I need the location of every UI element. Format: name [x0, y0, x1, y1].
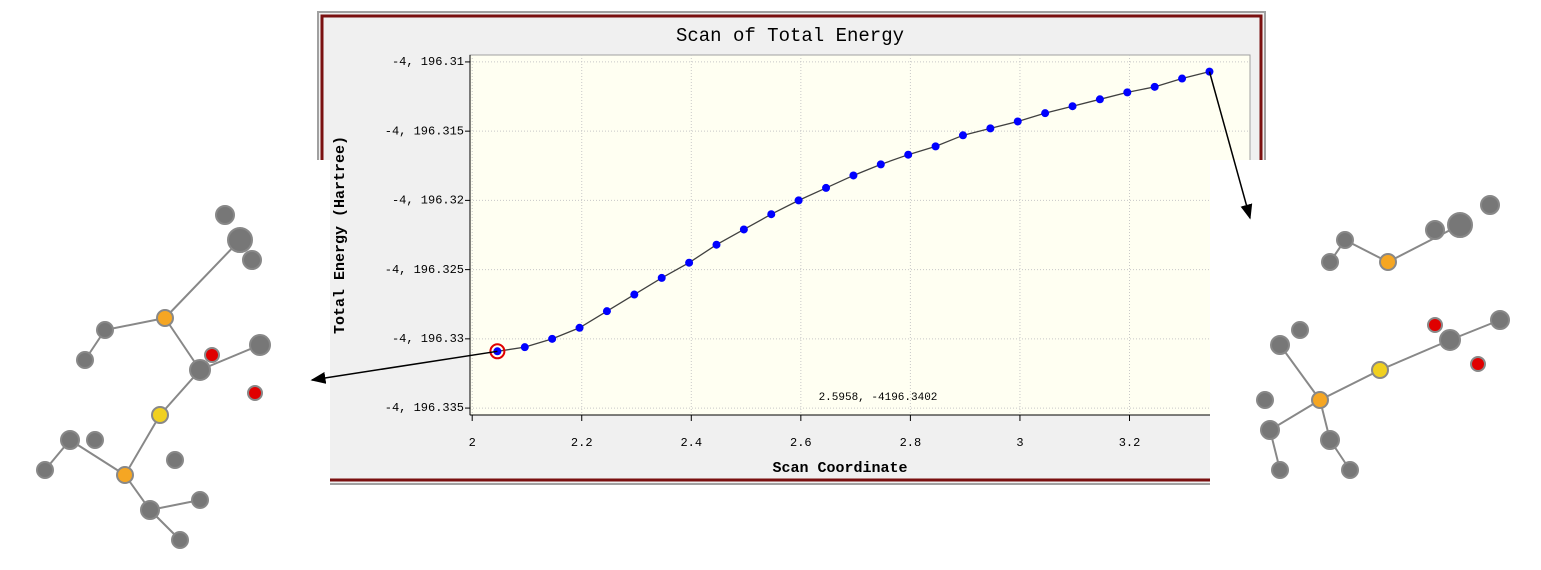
data-point — [877, 160, 885, 168]
y-tick-label: -4, 196.32 — [392, 194, 464, 208]
y-tick-label: -4, 196.33 — [392, 332, 464, 346]
data-point — [630, 291, 638, 299]
data-point — [904, 151, 912, 159]
data-point — [1096, 95, 1104, 103]
plot-area — [470, 55, 1250, 415]
chart: Scan of Total Energy Scan Coordinate Tot… — [0, 0, 1541, 570]
y-axis-label: Total Energy (Hartree) — [332, 136, 349, 334]
data-point — [685, 259, 693, 267]
data-point — [603, 307, 611, 315]
x-tick-label: 3 — [1016, 436, 1023, 450]
data-point — [1041, 109, 1049, 117]
y-tick-label: -4, 196.325 — [385, 263, 464, 277]
data-point — [1151, 83, 1159, 91]
x-tick-label: 2 — [469, 436, 476, 450]
data-point — [849, 171, 857, 179]
y-tick-label: -4, 196.335 — [385, 401, 464, 415]
data-point — [932, 142, 940, 150]
data-point — [822, 184, 830, 192]
x-tick-label: 3.2 — [1119, 436, 1141, 450]
data-point — [521, 343, 529, 351]
data-point — [1014, 117, 1022, 125]
data-point — [548, 335, 556, 343]
image-mask — [0, 160, 330, 570]
y-tick-label: -4, 196.315 — [385, 124, 464, 138]
chart-title: Scan of Total Energy — [676, 25, 904, 47]
data-point — [740, 225, 748, 233]
x-axis-label: Scan Coordinate — [772, 460, 907, 477]
data-point — [1178, 75, 1186, 83]
data-point — [959, 131, 967, 139]
data-point — [576, 324, 584, 332]
data-point — [1123, 88, 1131, 96]
data-point — [795, 196, 803, 204]
data-point — [767, 210, 775, 218]
x-tick-label: 2.6 — [790, 436, 812, 450]
data-point — [712, 241, 720, 249]
x-tick-label: 2.4 — [680, 436, 702, 450]
y-tick-label: -4, 196.31 — [392, 55, 464, 69]
annotation: 2.5958, -4196.3402 — [819, 392, 938, 404]
x-tick-label: 2.2 — [571, 436, 593, 450]
page: {"chart_data": {"type": "line", "title":… — [0, 0, 1541, 570]
data-point — [1069, 102, 1077, 110]
x-tick-label: 2.8 — [900, 436, 922, 450]
data-point — [658, 274, 666, 282]
data-point — [986, 124, 994, 132]
